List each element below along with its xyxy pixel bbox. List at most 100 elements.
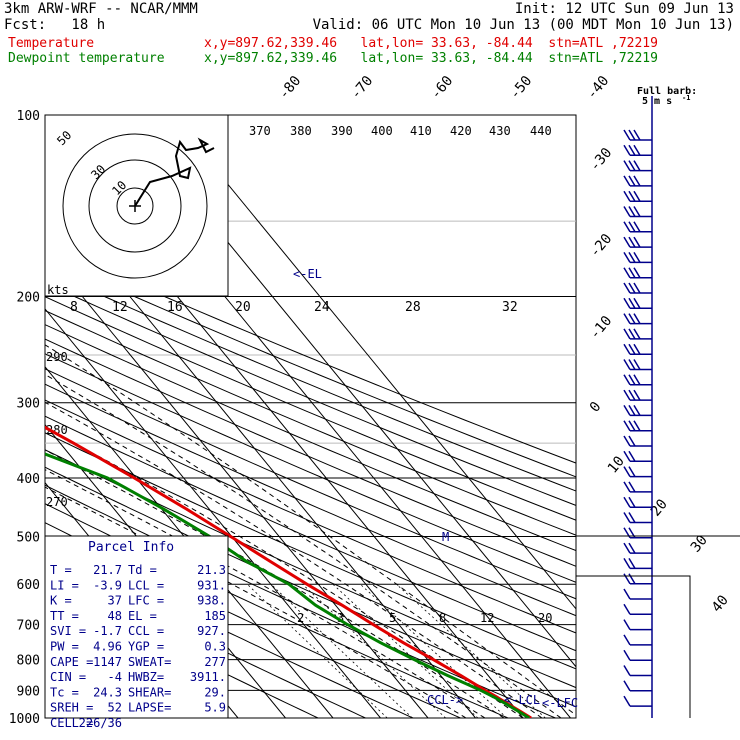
- temperature-point: [372, 624, 374, 626]
- temperature-point: [133, 477, 135, 479]
- wind-barb-flag: [623, 420, 631, 432]
- parcel-label: T =: [50, 563, 72, 577]
- dry-adiabat-line: [45, 256, 576, 478]
- wind-barb-flag: [623, 282, 631, 294]
- forecast-hour: Fcst: 18 h: [4, 17, 106, 33]
- dewpoint-point: [480, 689, 482, 692]
- temperature-point: [269, 560, 271, 563]
- dry-adiabat-line: [45, 282, 576, 506]
- wind-barb-flag: [633, 267, 641, 279]
- wind-barb-flag: [633, 420, 641, 432]
- wind-barb-flag: [628, 297, 636, 309]
- wind-barb-flag: [628, 389, 636, 401]
- wind-barb-flag: [628, 282, 636, 294]
- wind-barb-flag: [623, 481, 631, 493]
- wind-barb-flag: [633, 313, 641, 324]
- isotherm-label: -70: [348, 73, 377, 103]
- frame-line: [576, 575, 691, 718]
- wind-barbs: Full barb:5 m s -1: [623, 86, 697, 718]
- wind-barb: [623, 359, 652, 371]
- wind-barb: [623, 405, 652, 417]
- dry-adiabat-line: [45, 338, 576, 567]
- wind-barb-flag: [623, 297, 631, 309]
- isotherm-label: -60: [428, 73, 457, 103]
- wind-barb: [623, 680, 652, 692]
- dewpoint-point: [446, 674, 448, 677]
- theta-label: 380: [290, 124, 312, 138]
- theta-left-label: 280: [46, 423, 68, 437]
- wind-barb: [623, 160, 652, 172]
- isotherm-label: -20: [587, 231, 616, 261]
- dry-adiabat-line: [45, 399, 576, 634]
- parcel-value: 4.96: [93, 640, 122, 654]
- theta-label: 390: [331, 124, 353, 138]
- wind-barb: [623, 190, 652, 202]
- wind-barb-flag: [623, 236, 631, 248]
- pressure-label: 900: [17, 684, 40, 699]
- dry-adiabat-line: [45, 353, 576, 583]
- parcel-value: 21.3: [197, 563, 226, 577]
- mixing-ratio-line: [360, 583, 508, 718]
- wind-barb-flag: [628, 144, 636, 156]
- wind-barb-flag: [628, 252, 636, 263]
- hodograph-axis-label: 24: [314, 300, 330, 315]
- wind-barb: [623, 297, 652, 310]
- dewpoint-legend-label: Dewpoint temperature: [8, 51, 165, 66]
- wind-barb-flag: [623, 603, 631, 615]
- temperature-point: [530, 717, 532, 718]
- temperature-point: [484, 689, 486, 692]
- wind-barb-flag: [628, 558, 636, 569]
- parcel-label: CAPE =: [50, 655, 93, 669]
- wind-barb-flag: [628, 190, 636, 202]
- parcel-value: 927.: [197, 624, 226, 638]
- hodograph-axis-label: 28: [405, 300, 421, 315]
- wind-barb-flag: [628, 343, 636, 355]
- mixing-ratio-label: 2: [297, 611, 304, 625]
- wind-barb-flag: [628, 450, 636, 462]
- wind-barb: [623, 603, 652, 616]
- wind-barb: [623, 313, 652, 325]
- wind-barb-flag: [633, 282, 641, 294]
- wind-barb-flag: [633, 206, 641, 217]
- wind-legend-units-exponent: -1: [682, 94, 690, 102]
- pressure-label: 300: [17, 397, 40, 412]
- dry-adiabat-line: [45, 582, 320, 718]
- dewpoint-point: [528, 717, 530, 718]
- wind-barb-flag: [628, 435, 636, 447]
- parcel-label: CCL =: [128, 624, 164, 638]
- wind-barb-flag: [628, 420, 636, 432]
- wind-barb-flag: [628, 374, 636, 386]
- parcel-value: 1147: [93, 655, 122, 669]
- parcel-value: 185: [204, 609, 226, 623]
- lfc-annotation: <-LFC: [542, 696, 578, 710]
- wind-barb-flag: [628, 160, 636, 171]
- mixing-ratio-label: 3: [337, 611, 344, 625]
- parcel-label: SVI =: [50, 624, 86, 638]
- dry-adiabat-line: [45, 415, 576, 652]
- dewpoint-point: [288, 583, 290, 585]
- wind-barb: [623, 665, 652, 677]
- wind-barb: [623, 619, 652, 631]
- wind-barb-flag: [633, 328, 641, 340]
- pressure-label: 200: [17, 291, 40, 306]
- isotherm-label: -50: [507, 73, 536, 103]
- parcel-value: -1.7: [93, 624, 122, 638]
- pressure-label: 1000: [9, 712, 40, 727]
- init-time: Init: 12 UTC Sun 09 Jun 13: [514, 1, 734, 17]
- wind-barb-flag: [633, 129, 641, 141]
- temperature-point: [402, 642, 404, 644]
- theta-left-label: 290: [46, 350, 68, 364]
- wind-barb: [623, 542, 652, 554]
- wind-legend-title: Full barb:: [637, 86, 697, 97]
- dewpoint-point: [506, 704, 508, 706]
- parcel-value: 0.3: [204, 640, 226, 654]
- wind-barb-flag: [628, 542, 636, 554]
- isotherm-label: 10: [605, 453, 628, 476]
- wind-barb-flag: [623, 542, 631, 554]
- wind-barb-flag: [633, 160, 641, 171]
- parcel-info-title: Parcel Info: [88, 540, 174, 555]
- temperature-point: [185, 508, 187, 510]
- isotherm-label: 40: [709, 592, 732, 615]
